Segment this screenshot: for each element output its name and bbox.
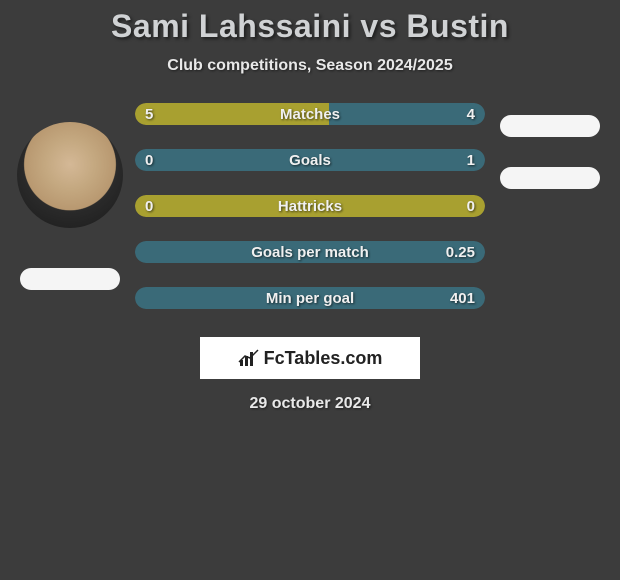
subtitle: Club competitions, Season 2024/2025 [0,57,620,75]
logo-text: FcTables.com [264,348,383,369]
page-title: Sami Lahssaini vs Bustin [0,8,620,45]
right-player-flag-1 [500,115,600,137]
source-logo: FcTables.com [200,337,420,379]
stat-bars: 5Matches40Goals10Hattricks0Goals per mat… [135,103,485,309]
stat-right-value: 4 [467,106,475,123]
comparison-card: Sami Lahssaini vs Bustin Club competitio… [0,0,620,413]
stat-bar: 5Matches4 [135,103,485,125]
left-player-avatar [17,122,123,228]
right-player-flag-2 [500,167,600,189]
stat-right-value: 401 [450,290,475,307]
stat-right-value: 0 [467,198,475,215]
avatar-photo [17,122,123,228]
stat-label: Goals per match [135,244,485,261]
stat-right-value: 1 [467,152,475,169]
stat-label: Min per goal [135,290,485,307]
left-player-col [15,122,125,290]
stat-label: Goals [135,152,485,169]
right-player-col [495,117,605,295]
stat-right-value: 0.25 [446,244,475,261]
stat-bar: Goals per match0.25 [135,241,485,263]
stat-bar: 0Hattricks0 [135,195,485,217]
chart-icon [238,348,260,368]
stat-bar: 0Goals1 [135,149,485,171]
left-player-flag [20,268,120,290]
stat-bar: Min per goal401 [135,287,485,309]
date-label: 29 october 2024 [0,395,620,413]
stat-label: Matches [135,106,485,123]
comparison-row: 5Matches40Goals10Hattricks0Goals per mat… [0,103,620,309]
stat-label: Hattricks [135,198,485,215]
